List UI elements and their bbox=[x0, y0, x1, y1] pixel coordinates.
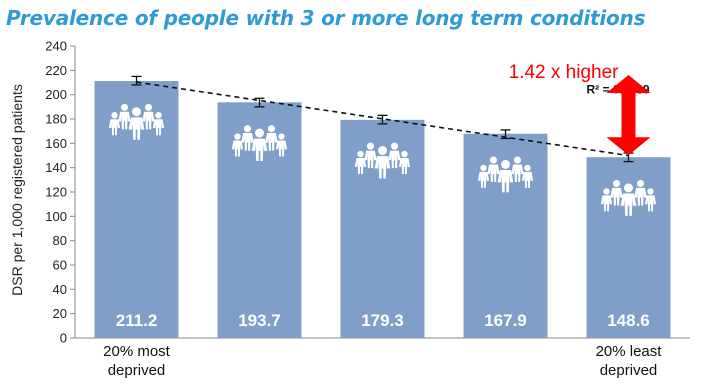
y-tick-label: 60 bbox=[53, 258, 67, 273]
overlay: R² = 0.99391.42 x higher bbox=[131, 62, 651, 163]
x-tick-label: deprived bbox=[600, 362, 658, 379]
y-tick-label: 40 bbox=[53, 282, 67, 297]
y-tick-label: 160 bbox=[45, 136, 67, 151]
y-tick-label: 20 bbox=[53, 306, 67, 321]
y-tick-label: 240 bbox=[45, 39, 67, 54]
data-label: 193.7 bbox=[238, 311, 281, 330]
y-tick-label: 220 bbox=[45, 63, 67, 78]
y-tick-label: 140 bbox=[45, 160, 67, 175]
axes: 0 20 40 60 80 100 120 140 160 180 200 220 240 DSR per… bbox=[9, 39, 690, 379]
data-label: 211.2 bbox=[116, 311, 158, 330]
y-axis-label: DSR per 1,000 registered patients bbox=[9, 84, 25, 296]
bar bbox=[217, 102, 302, 338]
annotation-text: 1.42 x higher bbox=[509, 62, 620, 83]
data-label: 148.6 bbox=[607, 311, 650, 330]
trendline bbox=[136, 81, 629, 157]
double-arrow-icon bbox=[606, 75, 651, 156]
data-label: 179.3 bbox=[361, 311, 404, 330]
x-tick-label: deprived bbox=[108, 362, 166, 379]
bars: 211.2 193.7 179.3 167.9 148.6 bbox=[94, 81, 671, 338]
x-tick-label: 20% least bbox=[596, 343, 663, 360]
y-tick-label: 200 bbox=[45, 87, 67, 102]
y-tick-label: 0 bbox=[60, 331, 67, 346]
x-tick-label: 20% most bbox=[103, 343, 171, 360]
y-tick-label: 120 bbox=[45, 185, 67, 200]
y-tick-label: 100 bbox=[45, 209, 67, 224]
y-tick-label: 80 bbox=[53, 233, 67, 248]
chart-title: Prevalence of people with 3 or more long… bbox=[6, 6, 646, 30]
y-tick-label: 180 bbox=[45, 112, 67, 127]
data-label: 167.9 bbox=[484, 311, 527, 330]
